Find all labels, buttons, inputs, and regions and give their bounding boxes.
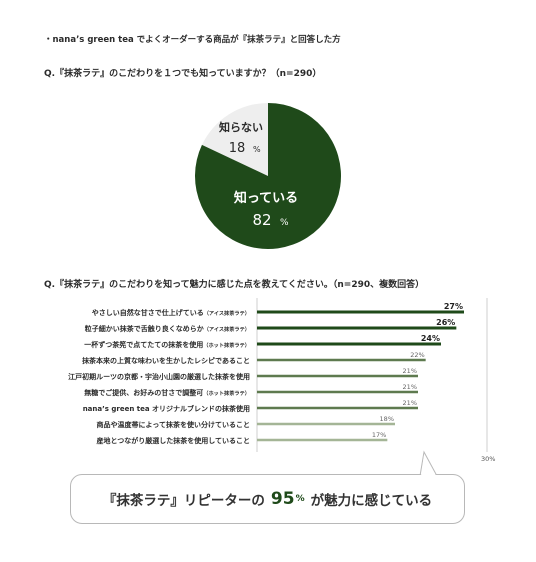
callout-text-before: 『抹茶ラテ』リピーターの [102,493,265,509]
callout-unit: % [295,494,305,504]
bar-5 [257,390,418,394]
bar-value-0: 27% [444,302,463,311]
bar-value-7: 18% [380,415,394,423]
bar-label-main-5: 無糖でご提供、お好みの甘さで調整可 [84,388,203,397]
bar-8 [257,438,388,442]
bar-value-6: 21% [403,399,417,407]
bar-label-main-1: 粒子細かい抹茶で舌触り良くなめらか [85,324,204,333]
pie-value-known: 82 [252,211,271,229]
bar-1 [257,326,457,330]
bar-label-5: 無糖でご提供、お好みの甘さで調整可（ホット抹茶ラテ） [84,388,250,397]
axis-max-label: 30% [481,455,495,463]
bar-value-2: 24% [421,334,440,343]
pie-slice-0 [194,103,341,249]
pie-unit-unknown: % [253,145,261,154]
bar-label-0: やさしい自然な甘さで仕上げている（アイス抹茶ラテ） [92,308,250,317]
bar-value-4: 21% [403,367,417,375]
bar-value-5: 21% [403,383,417,391]
pie-question-title: Q.『抹茶ラテ』のこだわりを１つでも知っていますか？（n=290） [44,69,322,79]
bar-value-3: 22% [410,351,424,359]
pie-unit-known: % [280,218,289,228]
bar-7 [257,422,395,426]
bar-label-2: 一杯ずつ茶筅で点てたての抹茶を使用（ホット抹茶ラテ） [84,340,250,349]
bar-label-note-2: （ホット抹茶ラテ） [203,341,250,349]
bar-label-note-0: （アイス抹茶ラテ） [204,309,250,317]
bar-label-3: 抹茶本来の上質な味わいを生かしたレシピであること [82,356,250,365]
bar-label-8: 産地とつながり厳選した抹茶を使用していること [96,436,250,445]
bar-3 [257,358,426,362]
bar-question-title: Q.『抹茶ラテ』のこだわりを知って魅力に感じた点を教えてください。（n=290、… [44,280,425,290]
bar-label-1: 粒子細かい抹茶で舌触り良くなめらか（アイス抹茶ラテ） [85,324,250,333]
pie-label-known: 知っている [234,190,298,206]
pie-value-unknown: 18 [229,141,246,156]
bar-label-main-7: 商品や温度帯によって抹茶を使い分けていること [97,420,250,429]
bar-4 [257,374,418,378]
bar-label-main-3: 抹茶本来の上質な味わいを生かしたレシピであること [82,356,250,365]
callout-value: 95 [270,489,295,509]
bar-label-main-4: 江戸初期ルーツの京都・宇治小山園の厳選した抹茶を使用 [68,372,250,381]
bar-label-7: 商品や温度帯によって抹茶を使い分けていること [97,420,250,429]
pie-label-unknown: 知らない [218,120,263,134]
bar-label-main-2: 一杯ずつ茶筅で点てたての抹茶を使用 [84,340,203,349]
bar-6 [257,406,418,410]
bar-0 [257,310,464,314]
bar-value-8: 17% [372,431,386,439]
bar-label-note-1: （アイス抹茶ラテ） [204,325,250,333]
bar-value-1: 26% [436,318,455,327]
bar-chart: 30% 27% やさしい自然な甘さで仕上げている（アイス抹茶ラテ） 26% 粒子細かい抹… [68,298,495,463]
bar-label-main-6: nana’s green tea オリジナルブレンドの抹茶使用 [83,404,250,413]
bar-2 [257,342,441,346]
bar-label-note-5: （ホット抹茶ラテ） [203,389,250,397]
bar-label-4: 江戸初期ルーツの京都・宇治小山園の厳選した抹茶を使用 [68,372,250,381]
bar-label-6: nana’s green tea オリジナルブレンドの抹茶使用 [83,404,250,413]
bar-label-main-0: やさしい自然な甘さで仕上げている [92,308,204,317]
pie-chart: 知っている 82 % 知らない 18% [194,103,341,249]
pie-slice-1 [201,103,268,176]
bar-label-main-8: 産地とつながり厳選した抹茶を使用していること [96,436,250,445]
summary-callout: 『抹茶ラテ』リピーターの 95 % が魅力に感じている [70,474,465,524]
callout-text-after: が魅力に感じている [310,493,433,509]
respondent-note: ・nana’s green tea でよくオーダーする商品が『抹茶ラテ』と回答し… [44,35,341,45]
